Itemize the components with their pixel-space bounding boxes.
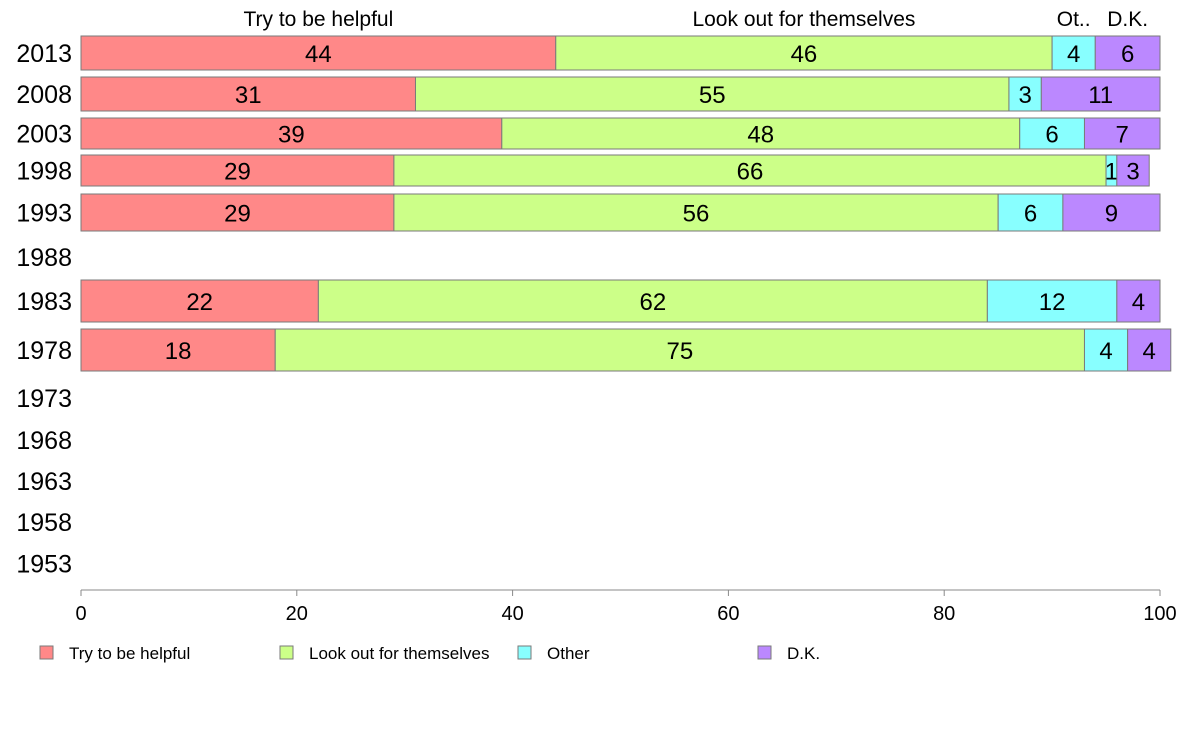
- bar-segment-d-k-2013: [1094, 35, 1161, 71]
- x-tick-label-0: 0: [75, 603, 86, 625]
- year-label-1973: 1973: [16, 385, 72, 413]
- data-label-try-to-be-helpful-1978: 18: [165, 338, 192, 365]
- data-label-try-to-be-helpful-2003: 39: [278, 122, 305, 149]
- bar-segment-other-2008: [1008, 76, 1042, 112]
- data-label-d-k-2013: 6: [1121, 41, 1134, 68]
- column-header-2: Look out for themselves: [692, 8, 915, 31]
- data-label-try-to-be-helpful-1983: 22: [186, 289, 213, 316]
- legend-swatch-look-out-for-themselves: [279, 645, 294, 660]
- bar-segment-d-k-1993: [1062, 193, 1161, 232]
- year-label-2003: 2003: [16, 121, 72, 149]
- bar-segment-d-k-1998: [1116, 154, 1150, 187]
- data-label-look-out-for-themselves-2008: 55: [699, 82, 726, 109]
- bar-segment-other-1983: [986, 279, 1118, 323]
- data-label-d-k-1983: 4: [1132, 289, 1145, 316]
- year-label-1998: 1998: [16, 158, 72, 186]
- year-label-1983: 1983: [16, 288, 72, 316]
- bar-segment-try-to-be-helpful-1978: [80, 328, 276, 372]
- column-header-4: D.K.: [1107, 8, 1148, 31]
- bar-segment-try-to-be-helpful-1998: [80, 154, 395, 187]
- data-label-try-to-be-helpful-2008: 31: [235, 82, 262, 109]
- data-label-look-out-for-themselves-1998: 66: [737, 159, 764, 186]
- column-header-3: Ot..: [1057, 8, 1091, 31]
- x-tick-label-40: 40: [501, 603, 523, 625]
- bar-segment-look-out-for-themselves-2008: [414, 76, 1010, 112]
- data-label-other-2008: 3: [1018, 82, 1031, 109]
- bar-segment-d-k-2003: [1083, 117, 1161, 150]
- data-label-look-out-for-themselves-2013: 46: [791, 41, 818, 68]
- column-header-1: Try to be helpful: [243, 8, 393, 31]
- data-label-other-1993: 6: [1024, 201, 1037, 228]
- legend-swatch-other: [517, 645, 532, 660]
- x-tick-label-100: 100: [1143, 603, 1176, 625]
- data-label-look-out-for-themselves-1978: 75: [666, 338, 693, 365]
- year-label-1963: 1963: [16, 468, 72, 496]
- year-label-2008: 2008: [16, 81, 72, 109]
- legend-label-d-k: D.K.: [787, 644, 820, 663]
- data-label-d-k-2008: 11: [1088, 82, 1113, 109]
- bar-segment-look-out-for-themselves-2003: [501, 117, 1021, 150]
- year-label-1978: 1978: [16, 337, 72, 365]
- year-label-1958: 1958: [16, 509, 72, 537]
- x-tick-label-20: 20: [286, 603, 308, 625]
- data-label-d-k-1998: 3: [1126, 159, 1139, 186]
- x-tick-label-60: 60: [717, 603, 739, 625]
- year-label-1953: 1953: [16, 551, 72, 579]
- legend-swatch-try-to-be-helpful: [39, 645, 54, 660]
- data-label-d-k-2003: 7: [1116, 122, 1129, 149]
- data-label-look-out-for-themselves-1983: 62: [640, 289, 667, 316]
- bar-segment-d-k-1983: [1116, 279, 1161, 323]
- data-label-look-out-for-themselves-2003: 48: [747, 122, 774, 149]
- data-label-d-k-1993: 9: [1105, 201, 1118, 228]
- year-label-2013: 2013: [16, 40, 72, 68]
- bar-segment-try-to-be-helpful-2008: [80, 76, 416, 112]
- bar-segment-other-2013: [1051, 35, 1096, 71]
- data-label-look-out-for-themselves-1993: 56: [683, 201, 710, 228]
- bar-segment-look-out-for-themselves-2013: [555, 35, 1053, 71]
- year-label-1968: 1968: [16, 427, 72, 455]
- data-label-other-1983: 12: [1039, 289, 1066, 316]
- data-label-try-to-be-helpful-2013: 44: [305, 41, 332, 68]
- year-label-1993: 1993: [16, 200, 72, 228]
- bar-segment-try-to-be-helpful-2003: [80, 117, 503, 150]
- data-label-try-to-be-helpful-1993: 29: [224, 201, 251, 228]
- bar-segment-d-k-1978: [1127, 328, 1172, 372]
- bar-segment-look-out-for-themselves-1998: [393, 154, 1107, 187]
- data-label-other-2013: 4: [1067, 41, 1080, 68]
- data-label-other-1978: 4: [1099, 338, 1112, 365]
- bar-segment-d-k-2008: [1040, 76, 1161, 112]
- x-tick-label-80: 80: [933, 603, 955, 625]
- data-label-other-1998: 1: [1105, 159, 1118, 186]
- legend-swatch-d-k: [757, 645, 772, 660]
- data-label-other-2003: 6: [1045, 122, 1058, 149]
- bar-segment-other-1993: [997, 193, 1064, 232]
- legend-label-try-to-be-helpful: Try to be helpful: [69, 644, 190, 663]
- year-label-1988: 1988: [16, 244, 72, 272]
- legend-label-look-out-for-themselves: Look out for themselves: [309, 644, 489, 663]
- bar-segment-look-out-for-themselves-1978: [274, 328, 1085, 372]
- data-label-try-to-be-helpful-1998: 29: [224, 159, 251, 186]
- bar-segment-try-to-be-helpful-2013: [80, 35, 557, 71]
- legend-label-other: Other: [547, 644, 590, 663]
- data-label-d-k-1978: 4: [1143, 338, 1156, 365]
